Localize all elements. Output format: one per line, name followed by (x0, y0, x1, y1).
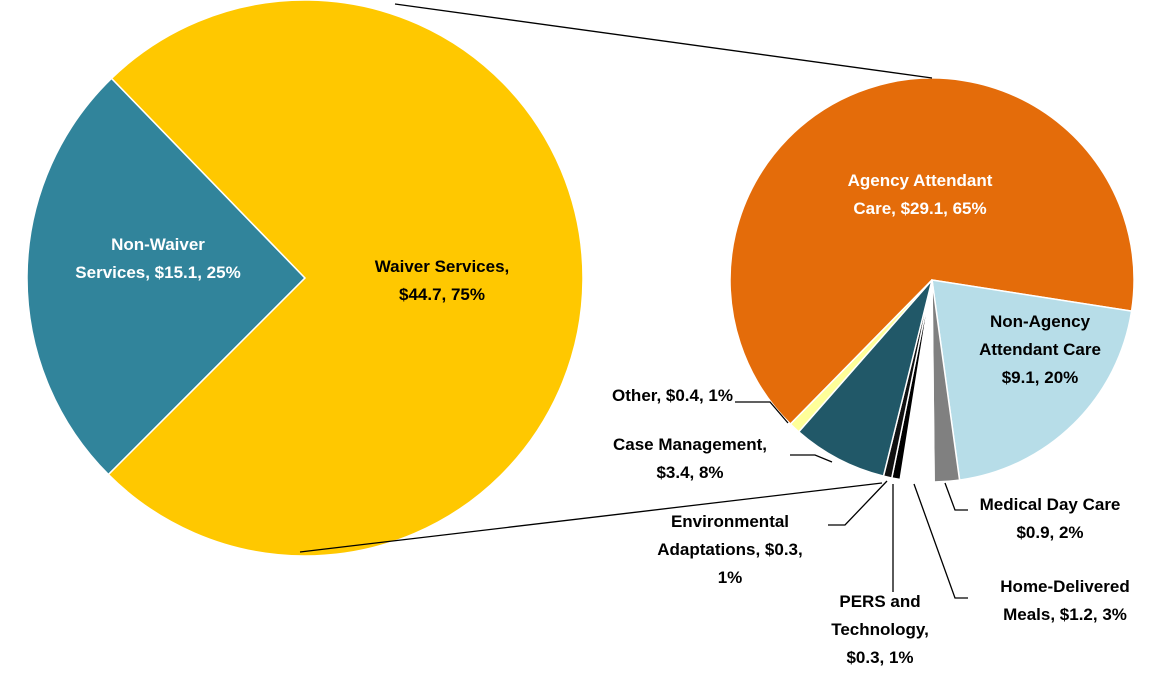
label-line: $0.3, 1% (846, 648, 913, 667)
pie-slice (26, 77, 307, 476)
label-line: Agency Attendant (848, 171, 993, 190)
label-line: Attendant Care (979, 340, 1101, 359)
data-label: PERS and Technology, $0.3, 1% (831, 592, 929, 667)
pie-slice (931, 279, 1133, 481)
leader-line (828, 480, 888, 526)
label-line: Meals, $1.2, 3% (1003, 605, 1127, 624)
label-line: Adaptations, $0.3, (657, 540, 802, 559)
leader-line (735, 401, 789, 424)
label-line: Non-Waiver (111, 235, 205, 254)
data-label: Case Management, $3.4, 8% (613, 435, 767, 482)
label-line: Services, $15.1, 25% (75, 263, 240, 282)
label-line: $9.1, 20% (1002, 368, 1079, 387)
label-line: 1% (718, 568, 743, 587)
data-label: Environmental Adaptations, $0.3, 1% (657, 512, 802, 587)
pie-slice (729, 77, 1135, 426)
data-label: Waiver Services, $44.7, 75% (375, 257, 510, 304)
label-line: Technology, (831, 620, 929, 639)
data-label: Agency Attendant Care, $29.1, 65% (848, 171, 993, 218)
pie-slice (789, 279, 933, 433)
leader-line (790, 454, 833, 463)
label-line: Home-Delivered (1000, 577, 1129, 596)
pie-slice (107, 0, 584, 557)
label-line: Non-Agency (990, 312, 1091, 331)
data-label: Home-Delivered Meals, $1.2, 3% (1000, 577, 1129, 624)
data-label: Other, $0.4, 1% (612, 386, 733, 405)
label-line: Medical Day Care (980, 495, 1121, 514)
data-label: Non-Agency Attendant Care $9.1, 20% (979, 312, 1101, 387)
leader-line (944, 482, 968, 511)
data-label: Medical Day Care $0.9, 2% (980, 495, 1121, 542)
label-line: $3.4, 8% (656, 463, 723, 482)
data-label: Non-Waiver Services, $15.1, 25% (75, 235, 240, 282)
label-line: Environmental (671, 512, 789, 531)
label-line: Waiver Services, (375, 257, 510, 276)
label-line: Other, $0.4, 1% (612, 386, 733, 405)
connector (299, 482, 883, 553)
label-line: Case Management, (613, 435, 767, 454)
label-line: PERS and (839, 592, 920, 611)
connector (394, 3, 933, 79)
pie-slice (797, 279, 933, 477)
label-line: Care, $29.1, 65% (853, 199, 986, 218)
leader-line (913, 483, 968, 599)
label-line: $0.9, 2% (1016, 523, 1083, 542)
label-line: $44.7, 75% (399, 285, 485, 304)
